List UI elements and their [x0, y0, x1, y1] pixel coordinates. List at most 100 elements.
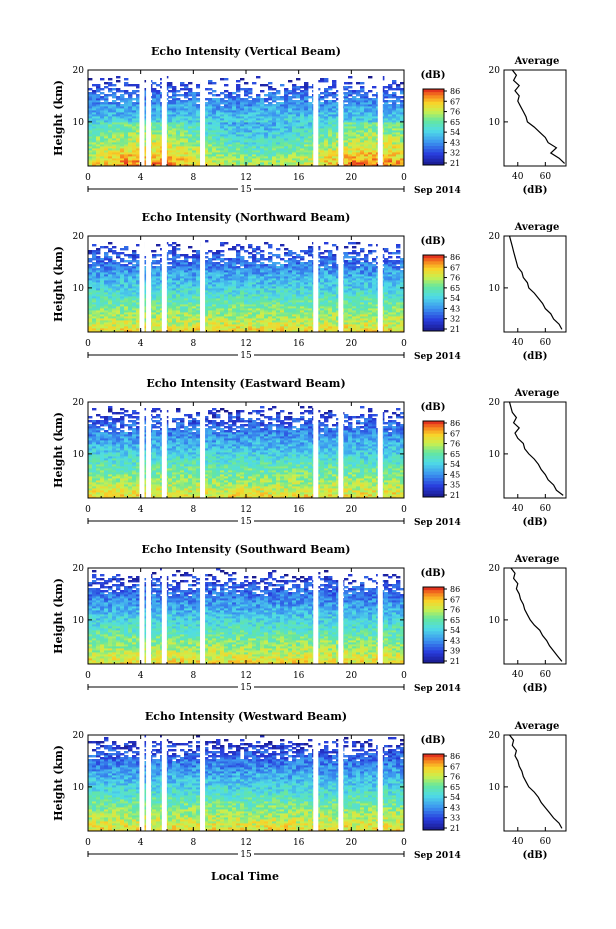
colorbar-segment: [423, 95, 444, 99]
heatmap-cell: [204, 160, 209, 163]
heatmap-cell: [240, 162, 245, 165]
heatmap-cell: [196, 162, 201, 165]
panel-0: Echo Intensity (Vertical Beam)Height (km…: [52, 45, 567, 196]
heatmap-cell: [208, 80, 213, 83]
heatmap-cell: [156, 90, 161, 93]
heatmap-cell: [264, 162, 269, 165]
heatmap-cell: [232, 162, 237, 165]
heatmap-cell: [332, 162, 337, 165]
heatmap-cell: [336, 160, 341, 163]
heatmap-cell: [212, 82, 217, 85]
heatmap-cell: [176, 164, 181, 167]
heatmap-cell: [104, 164, 109, 167]
heatmap-cell: [156, 160, 161, 163]
avg-x-label: (dB): [523, 185, 548, 196]
heatmap-cell: [352, 162, 357, 165]
heatmap-cell: [232, 164, 237, 167]
heatmap-cell: [92, 164, 97, 167]
heatmap-cell: [256, 94, 261, 97]
heatmap-cell: [356, 162, 361, 165]
heatmap-cell: [124, 90, 129, 93]
heatmap-cell: [264, 84, 269, 87]
heatmap-cell: [288, 80, 293, 83]
x-tick-label: 20: [346, 173, 358, 183]
heatmap-cell: [228, 92, 233, 95]
heatmap-cell: [280, 164, 285, 167]
heatmap-cell: [224, 84, 229, 87]
heatmap-cell: [176, 160, 181, 163]
heatmap-cell: [112, 160, 117, 163]
heatmap-cell: [324, 88, 329, 91]
heatmap-cell: [328, 164, 333, 167]
heatmap-cell: [168, 90, 173, 93]
heatmap-cell: [208, 92, 213, 95]
heatmap-cell: [268, 82, 273, 85]
heatmap-cell: [172, 162, 177, 165]
heatmap-cell: [344, 82, 349, 85]
heatmap-cell: [332, 80, 337, 83]
heatmap-cell: [88, 78, 93, 81]
heatmap-cell: [356, 90, 361, 93]
heatmap-cell: [184, 164, 189, 167]
heatmap-cell: [196, 160, 201, 163]
heatmap-cell: [180, 82, 185, 85]
heatmap-cell: [152, 162, 157, 165]
heatmap-cell: [120, 164, 125, 167]
colorbar-tick-label: 21: [450, 159, 460, 168]
heatmap-cell: [396, 104, 401, 107]
colorbar-segment: [423, 111, 444, 115]
heatmap-cell: [260, 84, 265, 87]
heatmap-cell: [96, 164, 101, 167]
heatmap-cell: [264, 164, 269, 167]
heatmap-cell: [236, 84, 241, 87]
heatmap-cell: [216, 164, 221, 167]
heatmap-cell: [280, 160, 285, 163]
avg-x-tick-label: 60: [540, 172, 552, 182]
heatmap-cell: [288, 96, 293, 99]
heatmap-cell: [272, 160, 277, 163]
heatmap-cell: [116, 80, 121, 83]
heatmap-cell: [248, 162, 253, 165]
heatmap-cell: [384, 164, 389, 167]
data-gap: [200, 70, 206, 166]
heatmap-cell: [100, 164, 105, 167]
heatmap-cell: [112, 84, 117, 87]
heatmap-cell: [276, 160, 281, 163]
heatmap-cell: [360, 162, 365, 165]
heatmap-cell: [252, 160, 257, 163]
colorbar-segment: [423, 101, 444, 106]
heatmap-cell: [212, 98, 217, 101]
heatmap-cell: [344, 104, 349, 107]
heatmap-cell: [276, 164, 281, 167]
heatmap-cell: [272, 162, 277, 165]
colorbar-tick-label: 65: [450, 118, 460, 127]
heatmap-cell: [256, 76, 261, 79]
colorbar-segment: [423, 146, 444, 150]
heatmap-cell: [120, 162, 125, 165]
heatmap-cell: [168, 100, 173, 103]
heatmap-cell: [96, 94, 101, 97]
heatmap-cell: [348, 98, 353, 101]
heatmap-cell: [188, 160, 193, 163]
heatmap-cell: [136, 160, 141, 163]
heatmap-cell: [348, 160, 353, 163]
heatmap-cell: [192, 92, 197, 95]
heatmap-cell: [120, 90, 125, 93]
heatmap-cell: [220, 98, 225, 101]
heatmap-cell: [240, 88, 245, 91]
colorbar-segment: [423, 108, 444, 112]
heatmap-cell: [304, 162, 309, 165]
heatmap-cell: [192, 160, 197, 163]
heatmap-cell: [180, 164, 185, 167]
colorbar-tick-label: 86: [450, 87, 460, 96]
heatmap-cell: [388, 104, 393, 107]
heatmap-cell: [364, 162, 369, 165]
colorbar-segment: [423, 149, 444, 153]
heatmap-cell: [112, 92, 117, 95]
heatmap-cell: [300, 160, 305, 163]
heatmap-cell: [100, 162, 105, 165]
heatmap-cell: [116, 96, 121, 99]
heatmap-cell: [308, 160, 313, 163]
